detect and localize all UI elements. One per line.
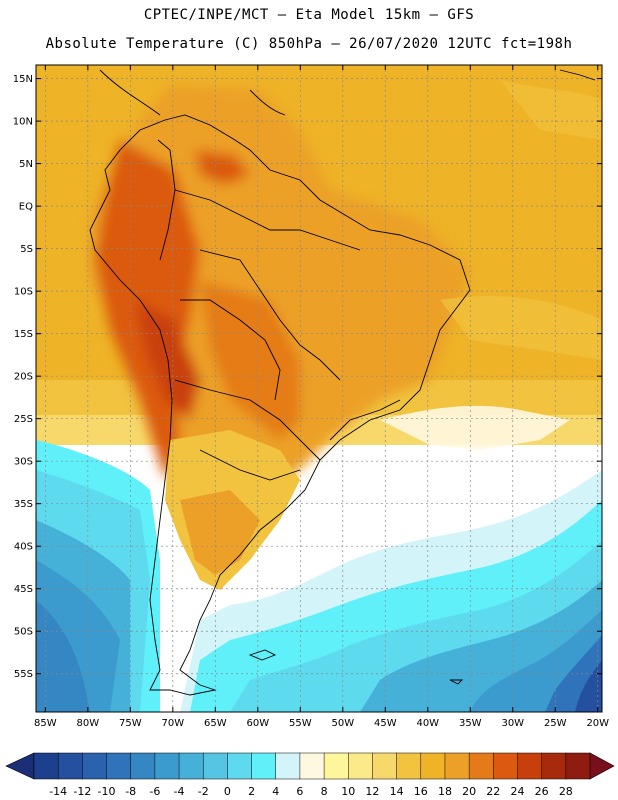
graticule [36, 65, 602, 712]
colorbar-swatch [493, 752, 519, 780]
map-title-line1: CPTEC/INPE/MCT — Eta Model 15km — GFS [143, 7, 475, 23]
colorbar-swatch [106, 752, 132, 780]
colorbar-swatch [541, 752, 567, 780]
colorbar-swatch [57, 752, 83, 780]
lon-label: 85W [34, 718, 57, 729]
lat-label: 15S [14, 329, 33, 340]
lat-label: 5S [20, 244, 33, 255]
colorbar-swatch [178, 752, 204, 780]
temperature-field [36, 65, 602, 712]
longitude-axis: 85W 80W 75W 70W 65W 60W 55W 50W 45W 40W 35W 30W 25W 2… [34, 65, 609, 729]
colorbar-label: 4 [272, 785, 279, 798]
lon-label: 60W [246, 718, 269, 729]
colorbar-label: -14 [49, 785, 67, 798]
colorbar-label: 20 [462, 785, 476, 798]
colorbar-label: -2 [198, 785, 209, 798]
colorbar-swatch [82, 752, 108, 780]
map-title-line2: Absolute Temperature (C) 850hPa — 26/07/… [45, 36, 573, 52]
colorbar-swatch [565, 752, 591, 780]
colorbar-swatch [275, 752, 301, 780]
lon-label: 70W [162, 718, 185, 729]
colorbar-label: 6 [296, 785, 303, 798]
lon-label: 65W [204, 718, 227, 729]
lat-label: 35S [14, 499, 33, 510]
colorbar-swatch [517, 752, 543, 780]
colorbar-label: 28 [559, 785, 573, 798]
lat-label: 10N [13, 117, 33, 128]
colorbar-swatch [202, 752, 228, 780]
lat-label: 25S [14, 414, 33, 425]
colorbar-label: -4 [174, 785, 185, 798]
colorbar-label: 8 [321, 785, 328, 798]
colorbar-swatch [444, 752, 470, 780]
colorbar-label: 14 [390, 785, 404, 798]
colorbar-label: 0 [224, 785, 231, 798]
lon-label: 55W [289, 718, 312, 729]
colorbar-label: 12 [365, 785, 379, 798]
lat-label: 55S [14, 669, 33, 680]
colorbar-swatch [323, 752, 349, 780]
lat-label: 45S [14, 584, 33, 595]
colorbar-swatch [420, 752, 446, 780]
lat-label: 10S [14, 287, 33, 298]
colorbar: -14 -12 -10 -8 -6 -4 -2 0 2 4 6 8 10 12 14 16 18 20 22 24 26… [5, 752, 615, 798]
colorbar-arrow-right [589, 752, 615, 780]
colorbar-swatch [227, 752, 253, 780]
lon-label: 35W [459, 718, 482, 729]
lon-label: 40W [416, 718, 439, 729]
lat-label: EQ [19, 202, 33, 213]
colorbar-label: 22 [486, 785, 500, 798]
lat-label: 15N [13, 74, 33, 85]
lat-label: 50S [14, 627, 33, 638]
lon-label: 45W [374, 718, 397, 729]
colorbar-label: 10 [341, 785, 355, 798]
colorbar-arrow-left [5, 752, 35, 780]
colorbar-label: 2 [248, 785, 255, 798]
colorbar-label: 26 [535, 785, 549, 798]
lon-label: 75W [119, 718, 142, 729]
colorbar-label: -10 [98, 785, 116, 798]
lat-label: 30S [14, 457, 33, 468]
colorbar-swatch [33, 752, 59, 780]
latitude-axis: 15N 10N 5N EQ 5S 10S 15S 20S 25S 30S 35S 40S 45S 50S 5… [13, 74, 602, 680]
lon-label: 50W [331, 718, 354, 729]
lon-label: 30W [501, 718, 524, 729]
colorbar-label: 24 [510, 785, 524, 798]
lon-label: 80W [77, 718, 100, 729]
colorbar-label: -12 [73, 785, 91, 798]
colorbar-swatch [348, 752, 373, 780]
colorbar-swatch [468, 752, 494, 780]
lat-label: 5N [19, 159, 33, 170]
colorbar-label: 18 [438, 785, 452, 798]
lat-label: 40S [14, 542, 33, 553]
colorbar-label: 16 [414, 785, 428, 798]
colorbar-swatch [130, 752, 156, 780]
colorbar-swatch [396, 752, 422, 780]
map-frame [35, 64, 603, 713]
colorbar-label: -8 [125, 785, 136, 798]
colorbar-label: -6 [149, 785, 160, 798]
coastlines [89, 69, 596, 696]
colorbar-swatch [154, 752, 180, 780]
lon-label: 25W [544, 718, 567, 729]
colorbar-swatch [299, 752, 325, 780]
lat-label: 20S [14, 372, 33, 383]
colorbar-swatch [251, 752, 277, 780]
lon-label: 20W [586, 718, 609, 729]
colorbar-swatch [372, 752, 398, 780]
